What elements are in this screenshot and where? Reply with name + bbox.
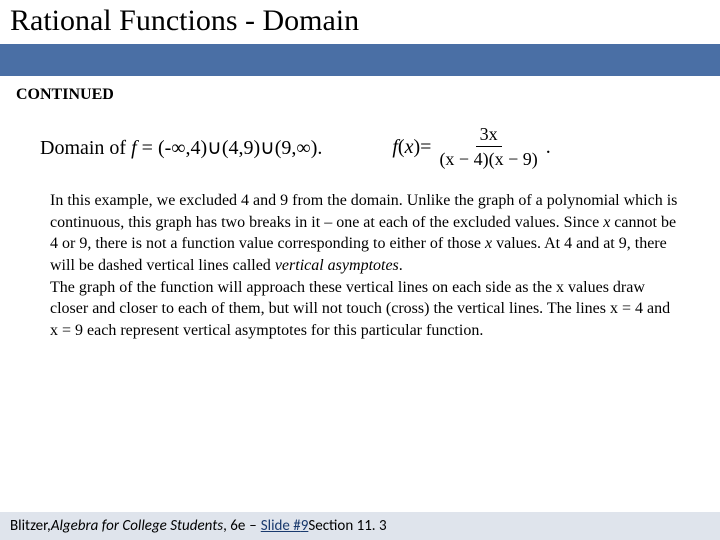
page-title: Rational Functions - Domain (10, 4, 710, 38)
footer-section: Section 11. 3 (308, 517, 386, 535)
footer-author: Blitzer, (10, 517, 51, 535)
footer-slide-word: Slide # (261, 517, 301, 535)
footer-slide: Slide #9 (261, 517, 309, 535)
p1g: . (399, 257, 403, 274)
function-expression: f(x)= 3x (x − 4)(x − 9) . (392, 124, 550, 170)
footer-bar: Blitzer, Algebra for College Students, 6… (0, 512, 720, 540)
math-row: Domain of f = (-∞,4)∪(4,9)∪(9,∞). f(x)= … (0, 104, 720, 180)
fx-lhs: f(x)= (392, 136, 431, 159)
domain-eq: = (137, 137, 158, 159)
p2: The graph of the function will approach … (50, 279, 670, 339)
domain-intervals: (-∞,4)∪(4,9)∪(9,∞). (158, 137, 322, 159)
footer-dash: – (249, 517, 256, 535)
header-blue-bar (0, 44, 720, 76)
fx-period: . (546, 136, 551, 159)
footer-slide-num: 9 (301, 517, 309, 535)
title-area: Rational Functions - Domain (0, 0, 720, 38)
fraction: 3x (x − 4)(x − 9) (435, 124, 541, 170)
fraction-numerator: 3x (476, 124, 502, 147)
domain-expression: Domain of f = (-∞,4)∪(4,9)∪(9,∞). (40, 135, 322, 160)
continued-label: CONTINUED (0, 76, 720, 104)
footer-book: Algebra for College Students (51, 517, 223, 535)
body-paragraph: In this example, we excluded 4 and 9 fro… (0, 180, 720, 341)
p1a: In this example, we excluded 4 and 9 fro… (50, 192, 677, 231)
footer-edition: , 6e (223, 517, 245, 535)
fraction-denominator: (x − 4)(x − 9) (435, 147, 541, 171)
domain-prefix: Domain of (40, 137, 131, 159)
p1f: vertical asymptotes (275, 257, 399, 274)
